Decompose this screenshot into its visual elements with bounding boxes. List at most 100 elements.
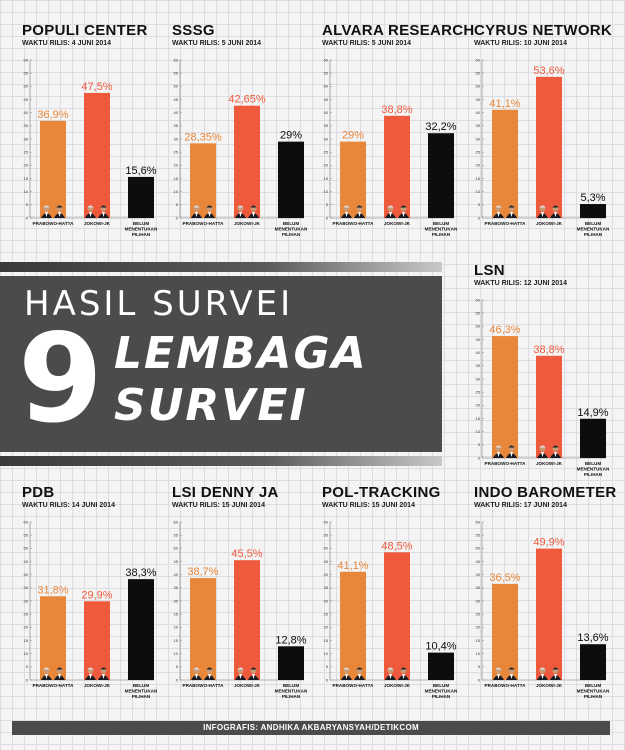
bar-chart: 0 5 10 15 20 25 30 35 40 45 50 55 60 36,9% PRABOWO-HAT…	[24, 57, 158, 237]
survey-panel-populi-center: POPULI CENTER WAKTU RILIS: 4 JUNI 2014 0…	[22, 22, 162, 252]
survey-panel-pdb: PDB WAKTU RILIS: 14 JUNI 2014 0 5 10 15 20 25…	[22, 484, 162, 714]
bar	[190, 143, 216, 218]
y-tick-label: 30	[324, 136, 329, 141]
category-label: MENENTUKAN	[275, 689, 308, 694]
y-tick-label: 45	[174, 97, 179, 102]
y-tick-label: 5	[326, 202, 329, 207]
bar-chart: 0 5 10 15 20 25 30 35 40 45 50 55 60 46,3% PRABOWO-HAT…	[476, 297, 610, 477]
y-tick-label: 20	[174, 625, 179, 630]
bar-chart: 0 5 10 15 20 25 30 35 40 45 50 55 60 41,1% PRABOWO-HAT…	[324, 519, 458, 699]
data-label: 29,9%	[81, 589, 112, 601]
y-tick-label: 45	[476, 337, 481, 342]
candidate-portrait-icon	[54, 667, 65, 680]
y-tick-label: 15	[324, 638, 329, 643]
y-tick-label: 15	[476, 638, 481, 643]
category-label: MENENTUKAN	[577, 227, 610, 232]
category-label: PILIHAN	[282, 232, 301, 237]
bar	[84, 601, 110, 680]
data-label: 14,9%	[577, 407, 608, 419]
bar	[128, 579, 154, 680]
data-label: 46,3%	[489, 324, 520, 336]
category-label: MENENTUKAN	[577, 467, 610, 472]
bar	[128, 176, 154, 218]
category-label: PILIHAN	[584, 694, 603, 699]
y-tick-label: 30	[24, 598, 29, 603]
y-tick-label: 50	[324, 546, 329, 551]
headline-line1: HASIL SURVEI	[24, 284, 294, 324]
panel-title: LSN	[474, 262, 505, 279]
y-tick-label: 35	[24, 585, 29, 590]
data-label: 5,3%	[580, 192, 605, 204]
data-label: 53,6%	[533, 65, 564, 77]
y-tick-label: 10	[324, 189, 329, 194]
y-tick-label: 40	[476, 572, 481, 577]
category-label: BELUM	[133, 683, 150, 688]
y-tick-label: 60	[174, 57, 179, 62]
y-tick-label: 20	[24, 625, 29, 630]
y-tick-label: 0	[26, 677, 29, 682]
y-tick-label: 50	[476, 324, 481, 329]
release-date: WAKTU RILIS: 10 JUNI 2014	[474, 40, 567, 47]
candidate-portrait-icon	[85, 667, 96, 680]
category-label: JOKOWI-JK	[384, 683, 411, 688]
y-tick-label: 45	[174, 559, 179, 564]
release-date: WAKTU RILIS: 15 JUNI 2014	[322, 502, 415, 509]
candidate-portrait-icon	[398, 667, 409, 680]
y-tick-label: 55	[476, 311, 481, 316]
category-label: PRABOWO-HATTA	[333, 221, 375, 226]
y-tick-label: 50	[174, 84, 179, 89]
category-label: PRABOWO-HATTA	[33, 683, 75, 688]
release-date: WAKTU RILIS: 4 JUNI 2014	[22, 40, 112, 47]
category-label: PILIHAN	[584, 232, 603, 237]
y-tick-label: 15	[174, 638, 179, 643]
bar	[234, 105, 260, 218]
survey-panel-pol-tracking: POL-TRACKING WAKTU RILIS: 15 JUNI 2014 0…	[322, 484, 462, 714]
bar	[536, 548, 562, 680]
release-date: WAKTU RILIS: 12 JUNI 2014	[474, 280, 567, 287]
candidate-portrait-icon	[537, 205, 548, 218]
category-label: PILIHAN	[584, 472, 603, 477]
y-tick-label: 40	[476, 110, 481, 115]
y-tick-label: 60	[24, 519, 29, 524]
panel-title: LSI DENNY JA	[172, 484, 279, 501]
bar	[428, 133, 454, 218]
y-tick-label: 35	[476, 585, 481, 590]
candidate-portrait-icon	[98, 205, 109, 218]
category-label: PRABOWO-HATTA	[183, 683, 225, 688]
y-tick-label: 10	[324, 651, 329, 656]
panel-title: CYRUS NETWORK	[474, 22, 613, 39]
survey-panel-alvara-research: ALVARA RESEARCH WAKTU RILIS: 5 JUNI 2014…	[322, 22, 474, 252]
y-tick-label: 40	[24, 110, 29, 115]
survey-panel-indo-barometer: INDO BAROMETER WAKTU RILIS: 17 JUNI 2014…	[474, 484, 616, 714]
category-label: MENENTUKAN	[275, 227, 308, 232]
category-label: BELUM	[585, 221, 602, 226]
candidate-portrait-icon	[493, 205, 504, 218]
y-tick-label: 5	[176, 202, 179, 207]
candidate-portrait-icon	[493, 445, 504, 458]
candidate-portrait-icon	[537, 445, 548, 458]
y-tick-label: 40	[324, 110, 329, 115]
candidate-portrait-icon	[398, 205, 409, 218]
data-label: 49,9%	[533, 537, 564, 549]
y-tick-label: 5	[478, 664, 481, 669]
category-label: PRABOWO-HATTA	[33, 221, 75, 226]
bar	[428, 652, 454, 680]
y-tick-label: 15	[324, 176, 329, 181]
y-tick-label: 40	[24, 572, 29, 577]
y-tick-label: 10	[24, 651, 29, 656]
category-label: JOKOWI-JK	[84, 683, 111, 688]
candidate-portrait-icon	[354, 205, 365, 218]
data-label: 13,6%	[577, 632, 608, 644]
candidate-portrait-icon	[85, 205, 96, 218]
y-tick-label: 60	[476, 519, 481, 524]
banner-stripe-bottom	[0, 456, 442, 466]
y-tick-label: 60	[324, 57, 329, 62]
candidate-portrait-icon	[506, 205, 517, 218]
y-tick-label: 25	[174, 612, 179, 617]
candidate-portrait-icon	[385, 667, 396, 680]
y-tick-label: 35	[24, 123, 29, 128]
category-label: JOKOWI-JK	[384, 221, 411, 226]
candidate-portrait-icon	[506, 667, 517, 680]
y-tick-label: 45	[324, 97, 329, 102]
bar	[580, 418, 606, 458]
